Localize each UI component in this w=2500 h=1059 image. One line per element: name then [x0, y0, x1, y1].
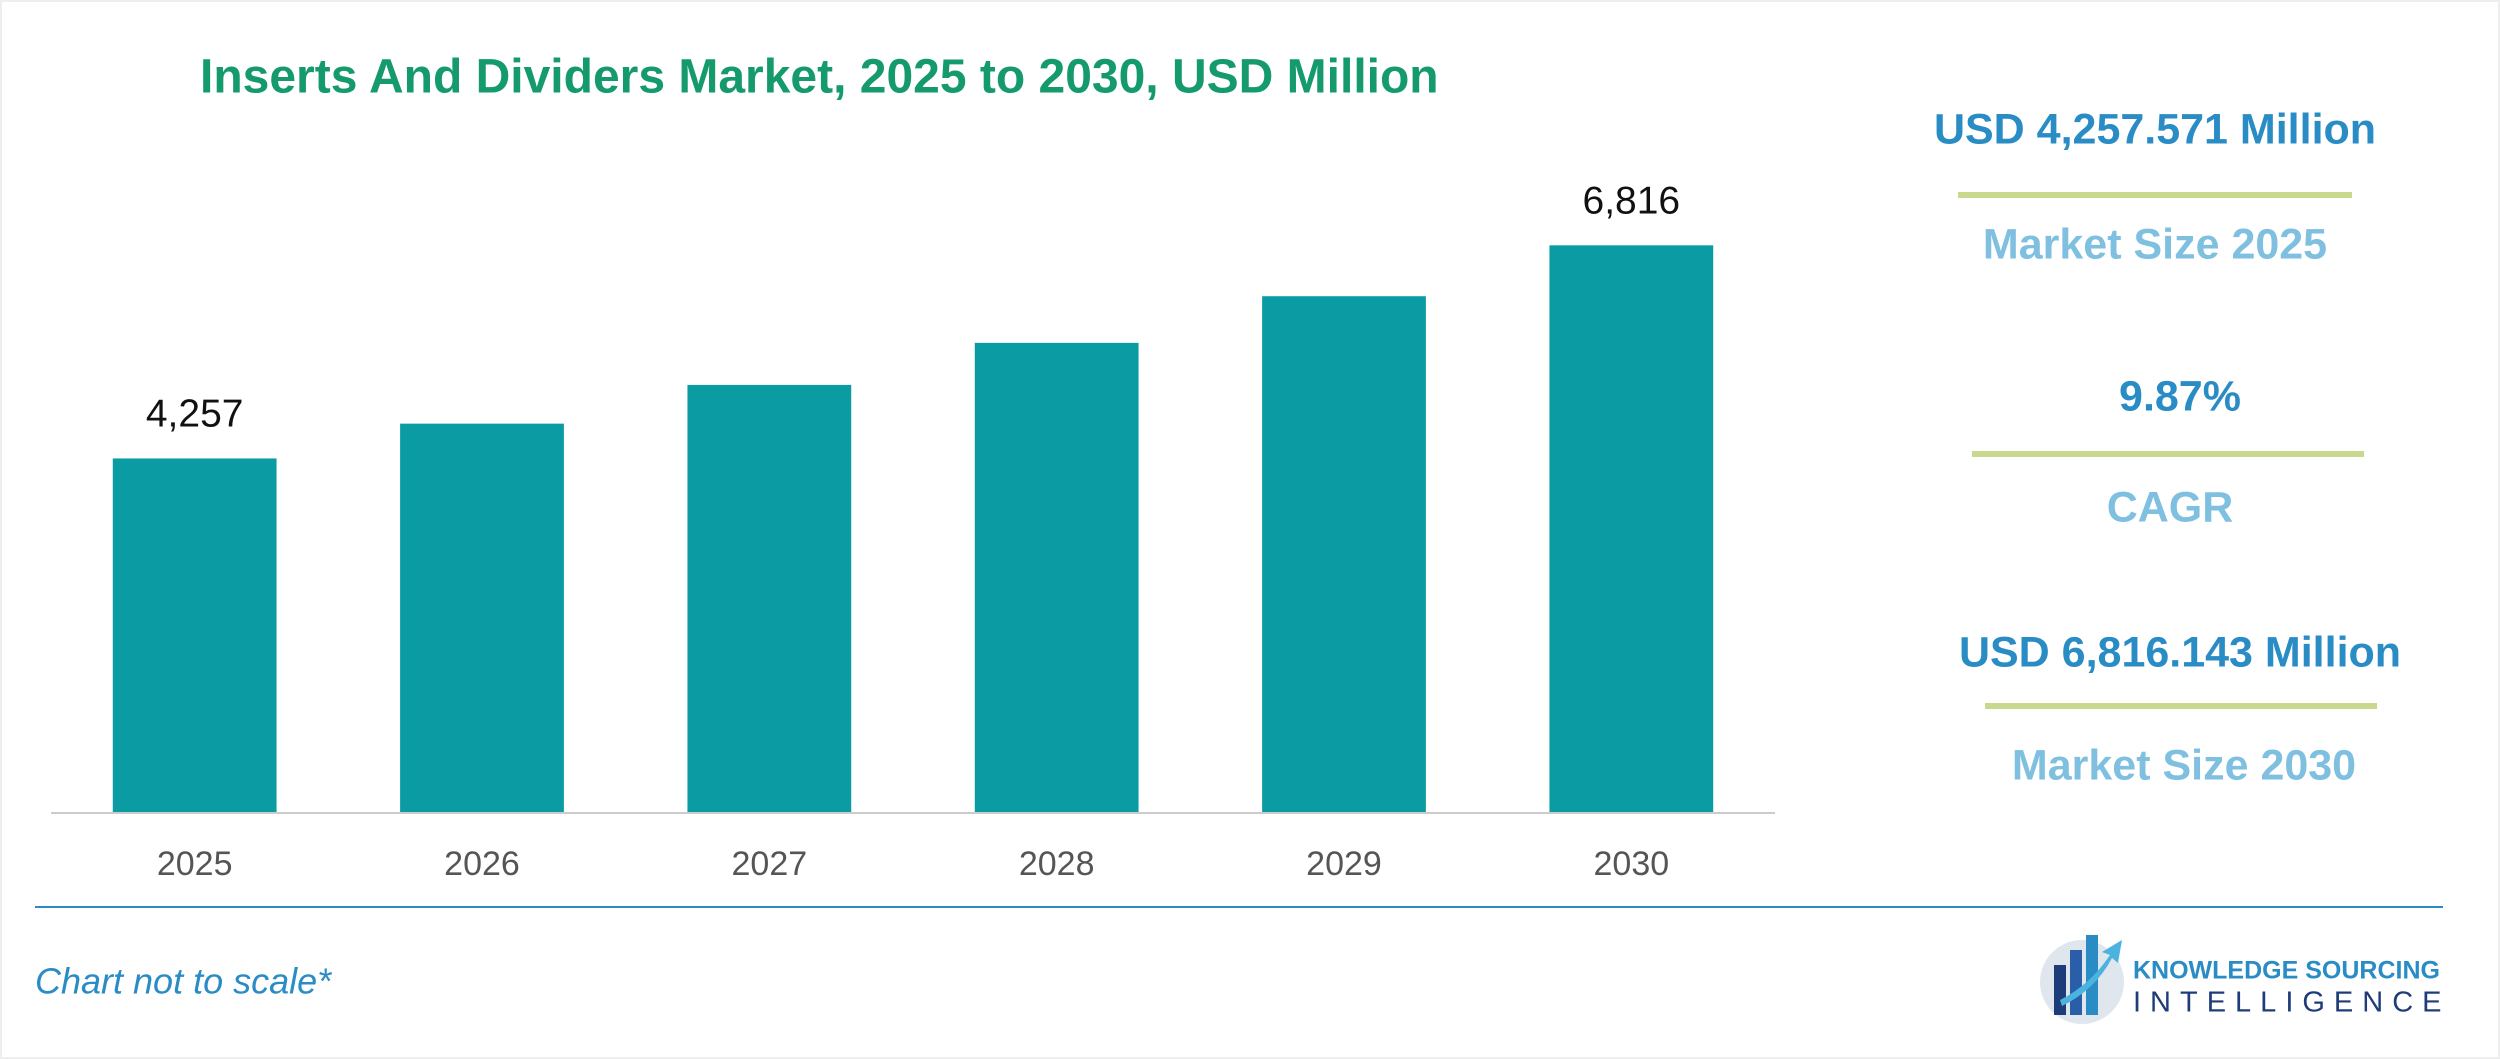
logo-bar	[2070, 950, 2082, 1015]
bar	[112, 458, 277, 813]
stat-label: Market Size 2025	[1983, 220, 2327, 268]
bar	[974, 342, 1139, 813]
bar	[400, 423, 564, 813]
logo-text: KNOWLEDGE SOURCING	[2133, 957, 2440, 985]
x-tick-label: 2027	[732, 845, 808, 883]
logo-bar	[2086, 935, 2098, 1015]
logo-arrow	[2060, 940, 2122, 1006]
chart-title: Inserts And Dividers Market, 2025 to 203…	[200, 51, 1439, 104]
x-tick-label: 2025	[157, 845, 233, 883]
bar	[1262, 296, 1426, 813]
x-tick-label: 2029	[1306, 845, 1382, 883]
bar	[687, 384, 852, 813]
logo: KNOWLEDGE SOURCING INTELLIGENCE	[2040, 935, 2451, 1024]
logo-text: INTELLIGENCE	[2133, 987, 2451, 1019]
value-label: 4,257	[146, 393, 244, 436]
x-tick-label: 2030	[1594, 845, 1670, 883]
value-label: 6,816	[1583, 180, 1681, 223]
stat-label: CAGR	[2107, 483, 2234, 531]
stat-value: USD 4,257.571 Million	[1934, 105, 2376, 153]
stat-value: USD 6,816.143 Million	[1959, 628, 2401, 676]
x-tick-label: 2026	[444, 845, 520, 883]
x-tick-label: 2028	[1019, 845, 1095, 883]
bar	[1549, 245, 1714, 813]
logo-bar	[2054, 965, 2066, 1015]
footnote: Chart not to scale*	[35, 961, 332, 1002]
stats-panel: USD 4,257.571 Million Market Size 2025 9…	[1934, 105, 2401, 789]
stat-value: 9.87%	[2119, 372, 2241, 420]
stat-label: Market Size 2030	[2012, 741, 2356, 789]
